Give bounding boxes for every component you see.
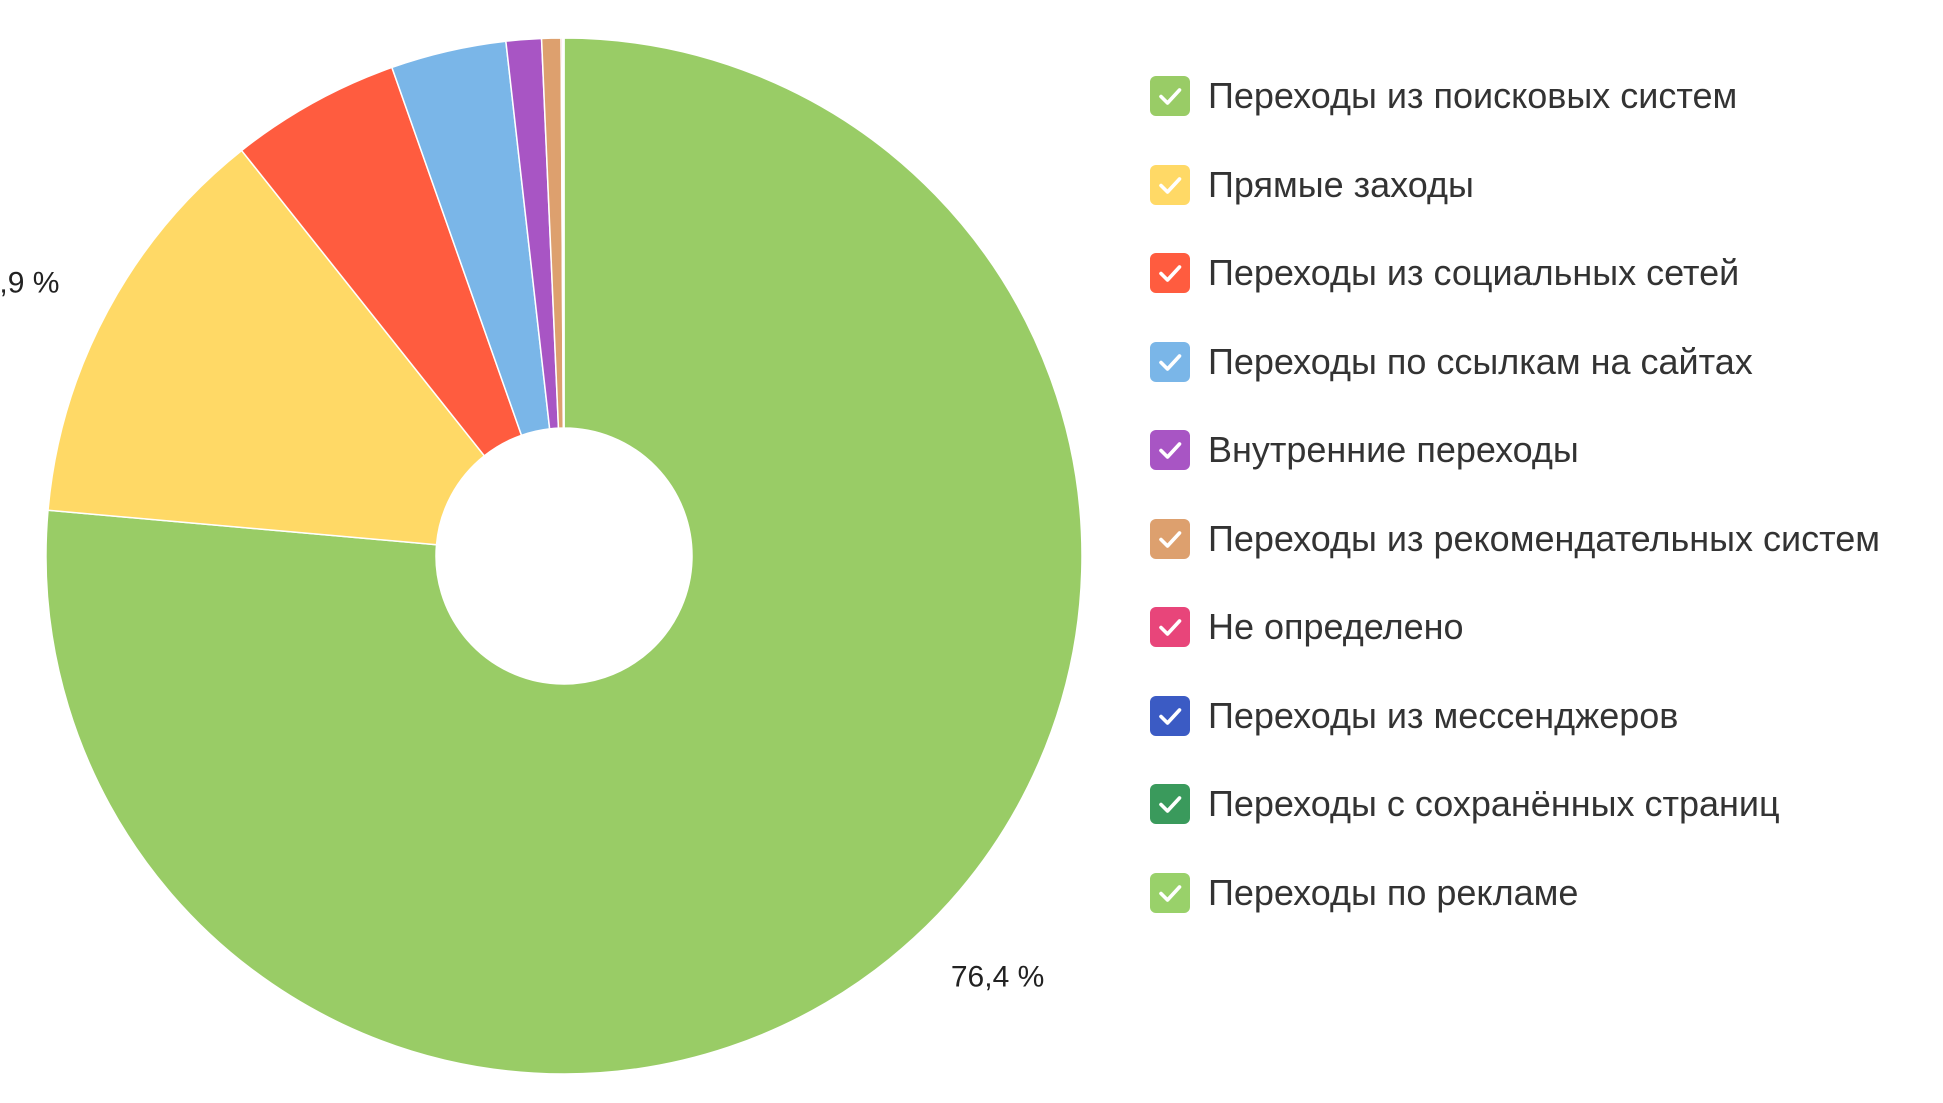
check-icon[interactable] [1150,518,1190,559]
legend-item-0[interactable]: Переходы из поисковых систем [1150,52,1880,141]
legend-label: Переходы из рекомендательных систем [1208,517,1880,559]
check-icon[interactable] [1150,872,1190,913]
legend-item-1[interactable]: Прямые заходы [1150,141,1880,230]
legend-item-4[interactable]: Внутренние переходы [1150,406,1880,495]
slice-1[interactable] [47,149,486,546]
check-icon[interactable] [1150,784,1190,825]
check-icon[interactable] [1150,76,1190,117]
legend-item-2[interactable]: Переходы из социальных сетей [1150,229,1880,318]
slice-0[interactable] [45,37,1083,1075]
legend-item-5[interactable]: Переходы из рекомендательных систем [1150,495,1880,584]
check-icon[interactable] [1150,164,1190,205]
legend-item-8[interactable]: Переходы с сохранённых страниц [1150,760,1880,849]
legend-item-9[interactable]: Переходы по рекламе [1150,849,1880,938]
chart-slices [45,37,1083,1075]
legend-label: Переходы из мессенджеров [1208,694,1679,736]
check-icon[interactable] [1150,430,1190,471]
data-label-0: 76,4 % [951,961,1044,994]
check-icon[interactable] [1150,695,1190,736]
legend-item-6[interactable]: Не определено [1150,583,1880,672]
legend-label: Внутренние переходы [1208,429,1579,471]
chart-legend: Переходы из поисковых систем Прямые заход… [1150,52,1880,937]
legend-label: Переходы по ссылкам на сайтах [1208,340,1753,382]
legend-label: Переходы по рекламе [1208,871,1579,913]
legend-label: Переходы из поисковых систем [1208,75,1738,117]
data-label-1: 12,9 % [0,266,59,299]
slice-2[interactable] [240,66,523,457]
legend-label: Переходы с сохранённых страниц [1208,783,1780,825]
check-icon[interactable] [1150,341,1190,382]
legend-item-3[interactable]: Переходы по ссылкам на сайтах [1150,318,1880,407]
check-icon[interactable] [1150,253,1190,294]
legend-label: Прямые заходы [1208,163,1474,205]
legend-label: Не определено [1208,606,1464,648]
legend-item-7[interactable]: Переходы из мессенджеров [1150,672,1880,761]
chart-data-labels: 76,4 % 12,9 % [0,266,1044,993]
legend-label: Переходы из социальных сетей [1208,252,1740,294]
check-icon[interactable] [1150,607,1190,648]
